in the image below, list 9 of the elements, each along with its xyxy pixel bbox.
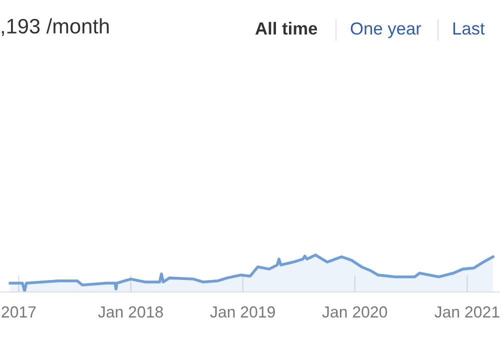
text: All time	[255, 22, 318, 35]
x-tick-label: Jan 2020	[322, 306, 388, 318]
x-tick-label: 2017	[2, 306, 36, 318]
text: One year	[350, 22, 422, 38]
x-tick-label: Jan 2018	[98, 306, 163, 318]
text: Last	[453, 22, 485, 35]
x-tick-label: Jan 2019	[210, 306, 275, 318]
x-tick-label: Jan 2021	[434, 306, 500, 318]
chart-title: ,193 /month	[2, 18, 109, 36]
